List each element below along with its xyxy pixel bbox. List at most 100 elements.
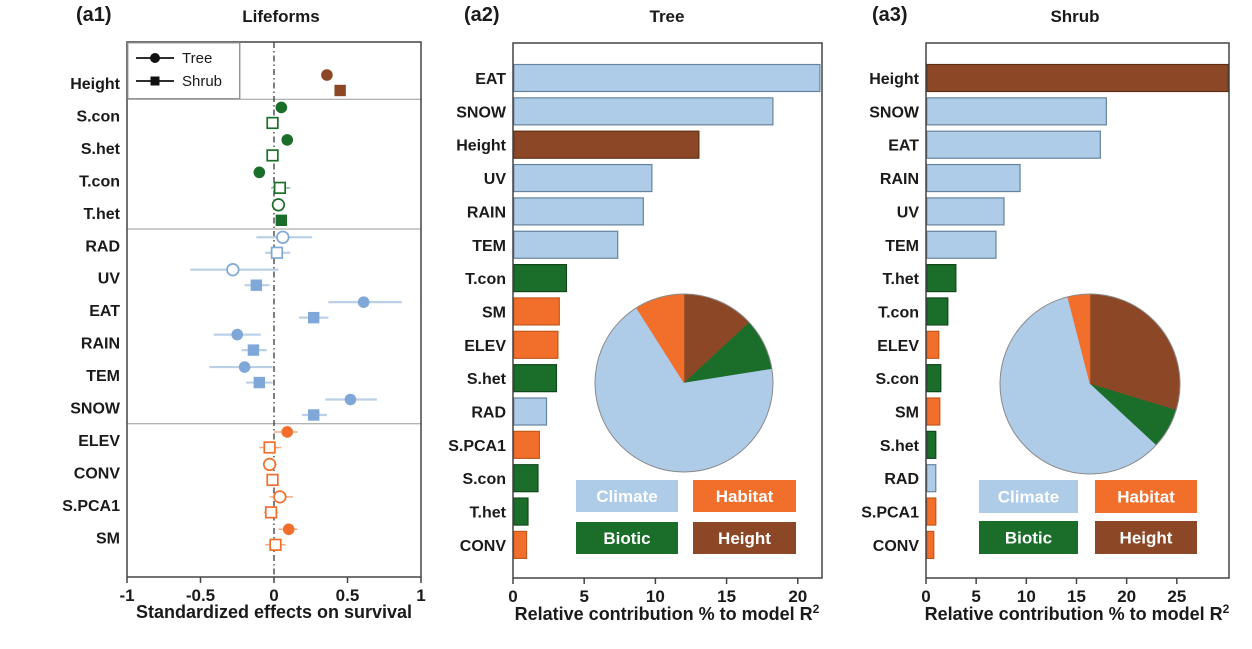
a2-ylabel-ELEV: ELEV (464, 338, 506, 355)
a1-ylabel-SNOW: SNOW (70, 401, 121, 418)
a3-bar-SM (926, 397, 941, 426)
a1-legend-label-Tree: Tree (182, 50, 212, 67)
a1-ylabel-RAD: RAD (85, 238, 120, 255)
a2-ylabel-RAD: RAD (471, 405, 506, 422)
a3-ylabel-RAIN: RAIN (880, 171, 919, 188)
a2-ylabel-SM: SM (482, 304, 506, 321)
a2-ylabel-S.con: S.con (462, 471, 506, 488)
a2-bar-ELEV (513, 330, 559, 359)
a3-ticklabel-20: 20 (1117, 587, 1136, 606)
a3-bar-T.con (926, 297, 949, 326)
a3-ticklabel-10: 10 (1017, 587, 1036, 606)
a2-bar-T.con (513, 264, 568, 293)
a2-ylabel-RAIN: RAIN (467, 204, 506, 221)
a1-legend-label-Shrub: Shrub (182, 73, 222, 90)
panel-a3-title: Shrub (1050, 7, 1100, 26)
a1-marker-tree-UV (226, 263, 240, 277)
a2-bar-UV (513, 163, 653, 193)
a2-axis-title-superscript: 2 (812, 602, 820, 616)
panel-a1-tag: (a1) (76, 4, 112, 26)
a2-legend-swatch-habitat (693, 480, 796, 512)
a2-ylabel-EAT: EAT (475, 71, 506, 88)
a2-bar-CONV (513, 530, 528, 560)
a1-marker-tree-SNOW (344, 393, 357, 406)
a1-ylabel-TEM: TEM (86, 368, 120, 385)
a1-marker-tree-S.con (275, 101, 288, 114)
a2-plot-box (512, 42, 823, 579)
a3-ylabel-SNOW: SNOW (869, 104, 920, 121)
a1-marker-shrub-T.het (275, 214, 288, 227)
a3-ylabel-T.het: T.het (883, 271, 920, 288)
a3-ticklabel-15: 15 (1067, 587, 1086, 606)
a2-axis-title: Relative contribution % to model R2 (497, 602, 837, 625)
a1-marker-shrub-T.con (273, 181, 287, 195)
a3-ylabel-UV: UV (897, 204, 920, 221)
a2-ylabel-T.con: T.con (465, 271, 506, 288)
a2-bar-RAIN (513, 197, 644, 226)
a1-marker-shrub-TEM (253, 376, 266, 389)
a1-axis-title: Standardized effects on survival (135, 602, 413, 622)
a1-ylabel-ELEV: ELEV (78, 433, 120, 450)
a1-ylabel-T.con: T.con (79, 173, 120, 190)
a3-plot-box (925, 42, 1230, 579)
a1-marker-shrub-RAD (270, 246, 284, 259)
a3-bar-S.con (926, 364, 942, 393)
a2-ylabel-S.het: S.het (467, 371, 507, 388)
a2-bar-S.het (513, 364, 558, 393)
a1-marker-tree-T.con (253, 166, 266, 179)
a1-legend-circle-icon (150, 53, 160, 63)
a1-marker-tree-T.het (271, 198, 286, 212)
a3-legend-swatch-habitat (1095, 480, 1197, 513)
a1-marker-shrub-SNOW (307, 409, 320, 421)
a3-legend-swatch-climate (979, 480, 1078, 513)
a2-legend-swatch-height (693, 522, 796, 554)
a3-pie-outline (999, 293, 1181, 475)
a1-marker-shrub-CONV (266, 473, 279, 487)
a2-ylabel-CONV: CONV (460, 538, 507, 555)
a1-marker-shrub-ELEV (263, 441, 276, 454)
a2-ticklabel-0: 0 (508, 587, 517, 606)
a1-ticklabel-0: 0 (269, 586, 278, 605)
a1-ylabel-EAT: EAT (89, 303, 120, 320)
panel-a3-tag: (a3) (872, 4, 908, 26)
a2-bar-S.PCA1 (513, 430, 540, 459)
a2-bar-SNOW (513, 97, 774, 126)
a1-marker-tree-S.PCA1 (273, 490, 287, 504)
a1-ylabel-UV: UV (98, 271, 121, 288)
a2-ylabel-T.het: T.het (470, 505, 507, 522)
a2-legend-label-biotic: Biotic (603, 529, 650, 548)
a1-ylabel-CONV: CONV (74, 465, 121, 482)
a1-ylabel-S.het: S.het (81, 141, 121, 158)
a3-bar-RAD (926, 464, 937, 493)
a3-bar-RAIN (926, 163, 1021, 193)
a3-bar-S.PCA1 (926, 497, 937, 526)
a2-ticklabel-15: 15 (717, 587, 736, 606)
a1-marker-shrub-SM (269, 538, 282, 551)
a2-ticklabel-10: 10 (646, 587, 665, 606)
a2-legend-label-height: Height (718, 529, 771, 548)
a1-marker-tree-RAIN (231, 328, 244, 341)
a2-ylabel-TEM: TEM (472, 238, 506, 255)
a3-legend-label-biotic: Biotic (1005, 529, 1052, 548)
a3-bar-TEM (926, 230, 997, 259)
a3-axis-title-superscript: 2 (1222, 602, 1230, 616)
a1-marker-tree-S.het (281, 134, 294, 146)
a3-bar-S.het (926, 430, 937, 459)
a3-legend-label-height: Height (1120, 529, 1173, 548)
a3-ylabel-SM: SM (895, 405, 919, 422)
a1-ticklabel-1: 1 (416, 586, 425, 605)
a2-legend-swatch-biotic (576, 522, 678, 554)
a1-ylabel-S.con: S.con (76, 108, 120, 125)
a1-marker-shrub-S.PCA1 (264, 506, 278, 519)
a3-ylabel-RAD: RAD (884, 471, 919, 488)
a2-bar-TEM (513, 230, 619, 259)
a3-ylabel-EAT: EAT (888, 138, 919, 155)
a2-ylabel-Height: Height (456, 138, 506, 155)
a3-bar-SNOW (926, 97, 1107, 126)
a3-bar-UV (926, 197, 1005, 226)
a2-bar-S.con (513, 464, 539, 493)
a1-marker-tree-RAD (276, 230, 290, 244)
a3-ylabel-ELEV: ELEV (877, 338, 919, 355)
a2-ylabel-UV: UV (484, 171, 507, 188)
